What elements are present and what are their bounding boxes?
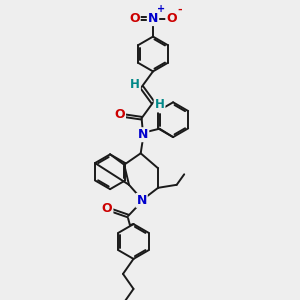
Text: -: - <box>177 5 182 15</box>
Text: N: N <box>136 194 147 207</box>
Text: H: H <box>130 78 140 91</box>
Text: O: O <box>102 202 112 215</box>
Text: N: N <box>138 128 148 141</box>
Text: N: N <box>148 12 158 25</box>
Text: H: H <box>155 98 164 112</box>
Text: +: + <box>158 4 166 14</box>
Text: O: O <box>129 12 140 25</box>
Text: O: O <box>166 12 177 25</box>
Text: O: O <box>114 108 125 121</box>
